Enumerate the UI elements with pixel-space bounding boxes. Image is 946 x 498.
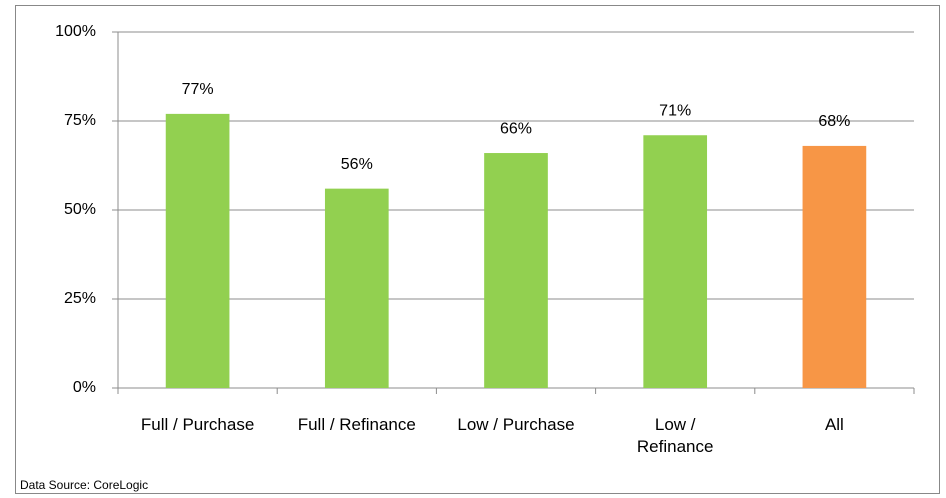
x-tick-label: All bbox=[824, 415, 844, 434]
y-tick-label: 100% bbox=[55, 23, 96, 40]
bar bbox=[484, 153, 548, 388]
data-label: 68% bbox=[818, 113, 850, 130]
x-tick-label: Full / Purchase bbox=[140, 415, 255, 434]
data-label: 56% bbox=[341, 156, 373, 173]
chart-border bbox=[15, 5, 940, 494]
data-label: 71% bbox=[659, 102, 691, 119]
x-tick-label: Low / Purchase bbox=[457, 415, 575, 434]
bar bbox=[324, 188, 389, 388]
y-tick-label: 50% bbox=[64, 201, 96, 218]
y-tick-label: 25% bbox=[64, 290, 96, 307]
source-note: Data Source: CoreLogic bbox=[20, 478, 149, 492]
y-tick-label: 75% bbox=[64, 112, 96, 129]
data-label: 66% bbox=[500, 120, 532, 137]
x-tick-label: Full / Refinance bbox=[297, 415, 416, 434]
bar bbox=[643, 135, 708, 388]
y-tick-label: 0% bbox=[73, 379, 96, 396]
bar bbox=[802, 145, 867, 388]
data-label: 77% bbox=[182, 81, 214, 98]
x-tick-label: Low / Refinance bbox=[636, 415, 714, 456]
bar bbox=[165, 113, 230, 388]
